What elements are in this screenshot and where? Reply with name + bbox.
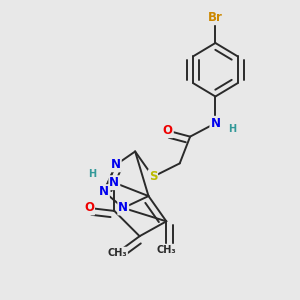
Text: N: N	[109, 176, 119, 189]
Text: CH₃: CH₃	[107, 248, 127, 257]
Text: Br: Br	[208, 11, 223, 24]
Text: S: S	[149, 170, 157, 183]
Text: H: H	[88, 169, 96, 179]
Text: CH₃: CH₃	[157, 244, 176, 255]
Text: O: O	[163, 124, 173, 137]
Text: N: N	[210, 117, 220, 130]
Text: N: N	[111, 158, 121, 171]
Text: H: H	[228, 124, 236, 134]
Text: N: N	[99, 185, 109, 198]
Text: N: N	[118, 202, 128, 214]
Text: O: O	[84, 202, 94, 214]
